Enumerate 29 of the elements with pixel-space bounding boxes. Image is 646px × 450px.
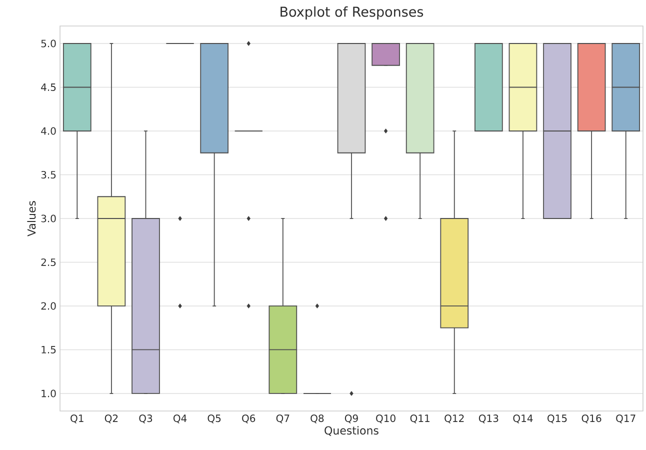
- x-tick-label: Q9: [344, 414, 358, 424]
- x-tick-label: Q3: [139, 414, 152, 424]
- x-tick-label: Q7: [276, 414, 290, 424]
- y-tick-label: 3.5: [41, 170, 56, 179]
- x-tick-label: Q10: [376, 414, 396, 424]
- y-tick-label: 1.5: [42, 346, 56, 354]
- x-tick-label: Q13: [478, 414, 498, 424]
- y-tick-label: 5.0: [41, 40, 56, 48]
- x-tick-label: Q17: [616, 414, 636, 424]
- chart-title: Boxplot of Responses: [280, 6, 424, 20]
- y-tick-label: 4.5: [41, 84, 56, 91]
- x-tick-label: Q16: [582, 414, 602, 424]
- x-tick-label: Q12: [444, 414, 464, 424]
- x-tick-label: Q1: [70, 414, 84, 424]
- x-tick-label: Q14: [513, 414, 533, 424]
- x-tick-label: Q4: [173, 414, 187, 424]
- x-tick-label: Q11: [410, 414, 430, 424]
- x-tick-label: Q15: [548, 414, 567, 424]
- y-axis-title: Values: [27, 201, 36, 236]
- y-tick-label: 1.0: [42, 390, 56, 398]
- y-tick-label: 4.0: [41, 127, 56, 135]
- y-tick-label: 2.0: [41, 302, 56, 310]
- x-tick-label: Q6: [242, 414, 256, 424]
- x-axis-title: Questions: [324, 426, 378, 436]
- x-tick-label: Q5: [208, 414, 221, 424]
- x-tick-label: Q2: [104, 414, 118, 424]
- y-tick-label: 2.5: [41, 258, 56, 266]
- x-tick-label: Q8: [310, 414, 324, 424]
- y-tick-label: 3.0: [41, 214, 56, 222]
